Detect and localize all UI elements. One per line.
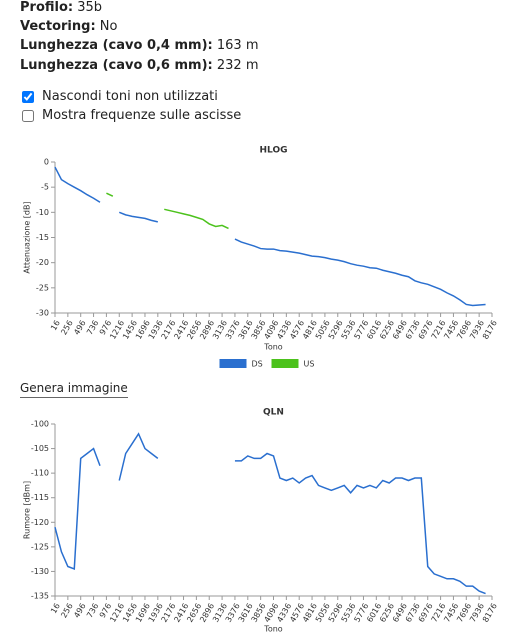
info-label: Profilo: [20, 0, 74, 15]
series-line [106, 192, 229, 230]
x-tick-label: 496 [72, 319, 87, 337]
y-tick-label: -30 [36, 309, 49, 318]
x-axis-label: Tono [263, 343, 282, 352]
info-value: 232 m [216, 58, 259, 73]
x-tick-label: 256 [59, 319, 74, 337]
info-label: Lunghezza (cavo 0,4 mm): [20, 38, 213, 53]
y-tick-label: -25 [36, 283, 49, 292]
x-tick-label: 16 [49, 602, 62, 615]
y-tick-label: -10 [36, 208, 49, 217]
info-row: Lunghezza (cavo 0,6 mm): 232 m [20, 57, 259, 75]
checkbox[interactable] [22, 91, 34, 103]
y-axis-label: Attenuazione [dB] [23, 201, 32, 273]
legend-label: US [304, 360, 315, 369]
checkbox[interactable] [22, 110, 34, 122]
x-tick-label: 256 [59, 602, 74, 620]
option-label: Mostra frequenze sulle ascisse [42, 108, 242, 123]
info-label: Vectoring: [20, 19, 96, 34]
series-line [54, 432, 486, 595]
info-row: Profilo: 35b [20, 0, 102, 17]
info-label: Lunghezza (cavo 0,6 mm): [20, 58, 213, 73]
info-value: 35b [77, 0, 103, 15]
legend-swatch [271, 359, 299, 368]
legend-swatch [219, 359, 247, 368]
info-value: 163 m [216, 38, 259, 53]
x-tick-label: 16 [49, 319, 62, 332]
info-value: No [99, 19, 118, 34]
y-tick-label: -5 [41, 183, 49, 192]
option[interactable]: Nascondi toni non utilizzati [22, 88, 218, 106]
chart-title: QLN [263, 408, 284, 418]
y-tick-label: -100 [31, 420, 49, 429]
y-tick-label: -135 [31, 592, 49, 601]
y-tick-label: 0 [44, 158, 49, 167]
y-tick-label: -115 [31, 493, 49, 502]
info-row: Lunghezza (cavo 0,4 mm): 163 m [20, 37, 259, 55]
chart-title: HLOG [260, 146, 288, 156]
x-tick-label: 736 [85, 602, 100, 620]
x-tick-label: 736 [85, 319, 100, 337]
option-label: Nascondi toni non utilizzati [42, 89, 218, 104]
y-tick-label: -20 [36, 258, 49, 267]
y-tick-label: -125 [31, 542, 49, 551]
x-tick-label: 496 [72, 602, 87, 620]
y-axis-label: Rumore [dBm] [23, 481, 32, 539]
y-tick-label: -15 [36, 233, 49, 242]
y-tick-label: -130 [31, 567, 49, 576]
option[interactable]: Mostra frequenze sulle ascisse [22, 107, 241, 125]
series-line [54, 166, 486, 307]
x-axis-label: Tono [263, 625, 282, 634]
y-tick-label: -110 [31, 469, 49, 478]
generate-image-button[interactable]: Genera immagine [20, 381, 128, 398]
y-tick-label: -120 [31, 518, 49, 527]
info-row: Vectoring: No [20, 18, 117, 36]
y-tick-label: -105 [31, 444, 49, 453]
legend-label: DS [252, 360, 263, 369]
